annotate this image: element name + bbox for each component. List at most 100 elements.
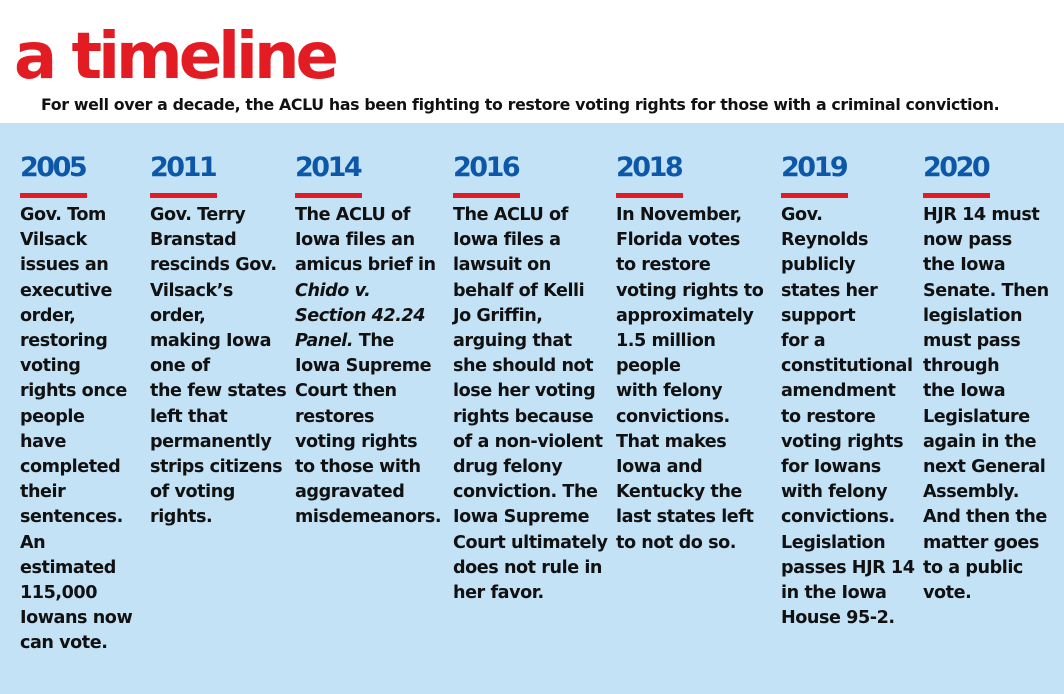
timeline-description: Gov. Reynolds publicly states her support for… bbox=[781, 203, 915, 631]
description-line: estimated bbox=[20, 557, 116, 578]
timeline-year: 2020 bbox=[923, 152, 991, 183]
description-line: now pass bbox=[923, 230, 1012, 251]
description-line: with felony bbox=[781, 482, 888, 503]
description-line: again in the bbox=[923, 431, 1037, 452]
description-line: support bbox=[781, 305, 856, 326]
timeline-entry-2005: 2005 Gov. Tom Vilsack issues an executive ord… bbox=[20, 152, 133, 657]
description-line: lose her voting bbox=[453, 381, 596, 402]
description-line: sentences. bbox=[20, 507, 123, 528]
description-line: Vilsack’s bbox=[150, 280, 233, 301]
timeline-description: The ACLU of Iowa files an amicus brief in C… bbox=[295, 203, 442, 531]
description-line: in the Iowa bbox=[781, 583, 887, 604]
description-line: Assembly. bbox=[923, 482, 1019, 503]
description-line: does not rule in bbox=[453, 557, 603, 578]
description-line: last states left bbox=[616, 507, 754, 528]
description-line: to those with bbox=[295, 457, 421, 478]
timeline-year: 2005 bbox=[20, 152, 88, 183]
description-line: the Iowa bbox=[923, 381, 1006, 402]
description-line: their bbox=[20, 482, 66, 503]
year-underline bbox=[150, 193, 217, 198]
description-line: restores bbox=[295, 406, 375, 427]
description-line: arguing that bbox=[453, 331, 572, 352]
description-line: people bbox=[616, 356, 681, 377]
description-line: Iowa files a bbox=[453, 230, 561, 251]
description-line: permanently bbox=[150, 431, 272, 452]
description-line: publicly bbox=[781, 255, 856, 276]
description-line: voting rights bbox=[781, 431, 904, 452]
description-line: through bbox=[923, 356, 1000, 377]
description-line: executive bbox=[20, 280, 112, 301]
description-line: completed bbox=[20, 457, 121, 478]
description-line: lawsuit on bbox=[453, 255, 551, 276]
description-line: order, bbox=[150, 305, 206, 326]
description-line: And then the bbox=[923, 507, 1047, 528]
year-underline bbox=[20, 193, 87, 198]
timeline-entry-2018: 2018 In November, Florida votes to restore v… bbox=[616, 152, 764, 556]
description-line: Legislature bbox=[923, 406, 1030, 427]
description-line: rescinds Gov. bbox=[150, 255, 277, 276]
timeline-description: Gov. Tom Vilsack issues an executive order, r… bbox=[20, 203, 133, 657]
description-line: Court then bbox=[295, 381, 397, 402]
timeline-entry-2011: 2011 Gov. Terry Branstad rescinds Gov. Vilsa… bbox=[150, 152, 287, 531]
description-line: constitutional bbox=[781, 356, 913, 377]
description-line: restoring bbox=[20, 331, 108, 352]
description-line: House 95-2. bbox=[781, 608, 895, 629]
description-line: approximately bbox=[616, 305, 754, 326]
year-underline bbox=[453, 193, 520, 198]
page-title: a timeline bbox=[14, 20, 339, 94]
description-line: of voting bbox=[150, 482, 235, 503]
description-line: voting rights to bbox=[616, 280, 764, 301]
timeline-year: 2019 bbox=[781, 152, 849, 183]
description-line: matter goes bbox=[923, 532, 1039, 553]
timeline-description: The ACLU of Iowa files a lawsuit on behalf … bbox=[453, 203, 608, 606]
description-line: to a public bbox=[923, 557, 1023, 578]
description-line: amicus brief in bbox=[295, 255, 436, 276]
description-line: Iowa files an bbox=[295, 230, 415, 251]
timeline-description: In November, Florida votes to restore votin… bbox=[616, 203, 764, 556]
description-line: misdemeanors. bbox=[295, 507, 442, 528]
description-line: Gov. Tom bbox=[20, 205, 106, 225]
timeline-entry-2019: 2019 Gov. Reynolds publicly states her suppor… bbox=[781, 153, 915, 631]
year-underline bbox=[923, 193, 990, 198]
description-line: order, bbox=[20, 305, 76, 326]
description-line: convictions. bbox=[781, 507, 895, 528]
description-line: strips citizens bbox=[150, 457, 283, 478]
timeline-year: 2018 bbox=[616, 152, 684, 183]
description-line: have bbox=[20, 431, 66, 452]
description-line: voting bbox=[20, 356, 81, 377]
description-line: Panel. The bbox=[295, 331, 394, 352]
description-line: states her bbox=[781, 280, 878, 301]
description-line: Gov. bbox=[781, 205, 823, 225]
description-line: Iowa Supreme bbox=[453, 507, 590, 528]
description-line: Vilsack bbox=[20, 230, 87, 251]
description-line: one of bbox=[150, 356, 210, 377]
description-line: Court ultimately bbox=[453, 532, 608, 553]
description-line: Section 42.24 bbox=[295, 305, 426, 326]
timeline-entry-2016: 2016 The ACLU of Iowa files a lawsuit on beh… bbox=[453, 153, 608, 606]
description-line: for Iowans bbox=[781, 457, 881, 478]
description-line: Chido v. bbox=[295, 280, 371, 301]
description-line: to restore bbox=[781, 406, 876, 427]
description-line: 1.5 million bbox=[616, 331, 716, 352]
description-line: to restore bbox=[616, 255, 711, 276]
description-line: rights because bbox=[453, 406, 594, 427]
description-line: behalf of Kelli bbox=[453, 280, 585, 301]
description-line: The ACLU of bbox=[295, 205, 410, 225]
description-line: issues an bbox=[20, 255, 109, 276]
description-line: An bbox=[20, 532, 46, 553]
description-line: Florida votes bbox=[616, 230, 740, 251]
description-line: conviction. The bbox=[453, 482, 598, 503]
timeline-entry-2014: 2014 The ACLU of Iowa files an amicus brief… bbox=[295, 153, 442, 531]
timeline-year: 2011 bbox=[150, 152, 218, 183]
timeline-description: HJR 14 must now pass the Iowa Senate. Then l… bbox=[923, 203, 1049, 606]
description-line: rights. bbox=[150, 507, 213, 528]
description-line: to not do so. bbox=[616, 532, 736, 553]
year-underline bbox=[616, 193, 683, 198]
description-line: Jo Griffin, bbox=[453, 305, 543, 326]
description-line: voting rights bbox=[295, 431, 418, 452]
timeline-year: 2016 bbox=[453, 152, 521, 183]
description-line: The ACLU of bbox=[453, 205, 568, 225]
description-line: with felony bbox=[616, 381, 723, 402]
description-line: vote. bbox=[923, 583, 972, 604]
description-line: her favor. bbox=[453, 583, 544, 604]
